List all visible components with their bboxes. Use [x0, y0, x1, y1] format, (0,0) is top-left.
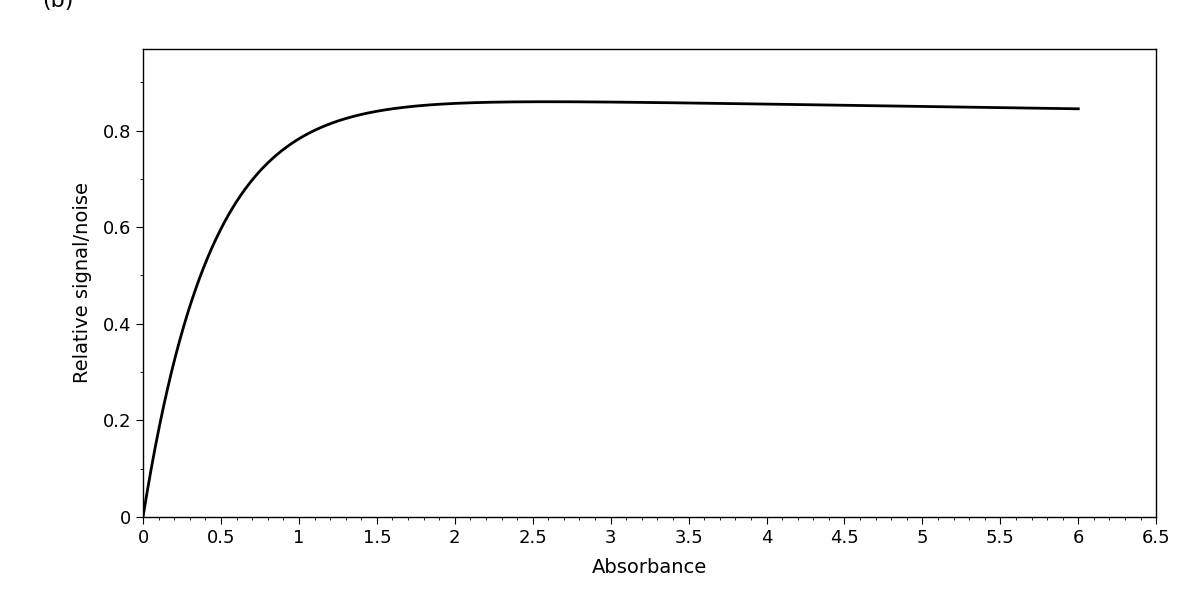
X-axis label: Absorbance: Absorbance: [592, 558, 707, 577]
Y-axis label: Relative signal/noise: Relative signal/noise: [73, 182, 92, 383]
Text: (b): (b): [42, 0, 73, 11]
